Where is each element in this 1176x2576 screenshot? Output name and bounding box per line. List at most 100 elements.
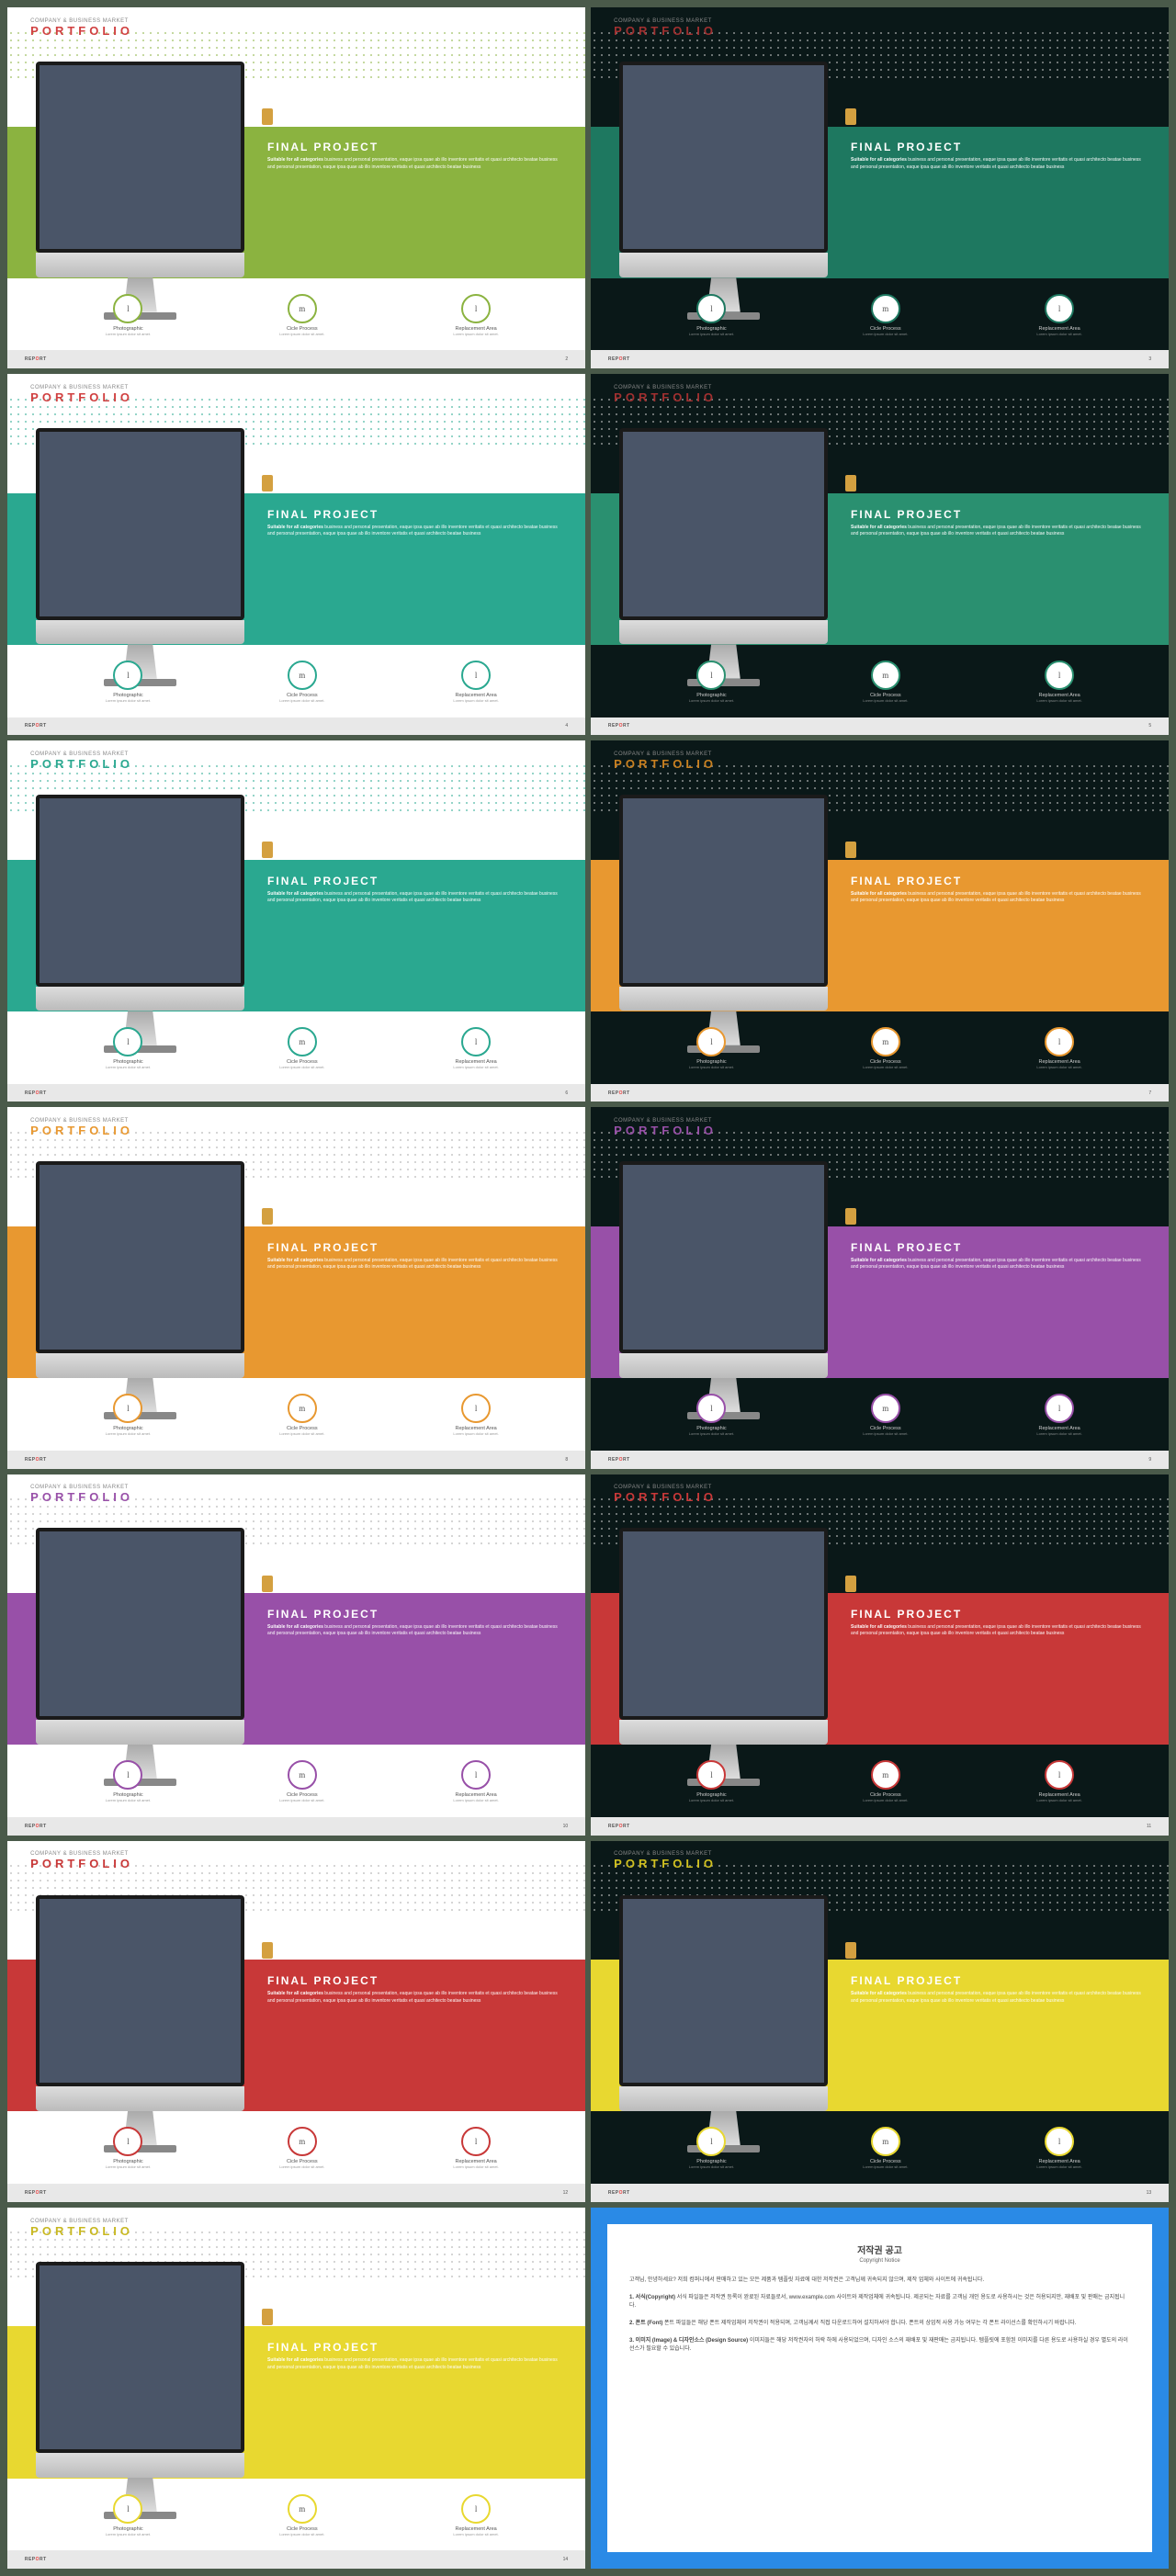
footer-brand: REPORT bbox=[608, 723, 630, 729]
slide-header: COMPANY & BUSINESS MARKET PORTFOLIO bbox=[614, 385, 717, 404]
feature-item: l Photographic Lorem ipsum dolor sit ame… bbox=[637, 1027, 786, 1069]
slide-content: FINAL PROJECT Suitable for all categorie… bbox=[267, 508, 562, 538]
award-badge-icon bbox=[845, 1942, 856, 1959]
slide-content: FINAL PROJECT Suitable for all categorie… bbox=[267, 1241, 562, 1271]
project-description: Suitable for all categories business and… bbox=[267, 1991, 562, 2005]
project-description: Suitable for all categories business and… bbox=[851, 891, 1146, 905]
feature-circle-icon: l bbox=[1045, 1760, 1074, 1790]
slide-content: FINAL PROJECT Suitable for all categorie… bbox=[851, 1241, 1146, 1271]
monitor-chin bbox=[619, 1720, 827, 1745]
feature-item: l Photographic Lorem ipsum dolor sit ame… bbox=[637, 1760, 786, 1802]
feature-sublabel: Lorem ipsum dolor sit amet. bbox=[811, 2164, 960, 2169]
slide-header: COMPANY & BUSINESS MARKET PORTFOLIO bbox=[614, 1118, 717, 1137]
footer-brand: REPORT bbox=[608, 1824, 630, 1829]
feature-item: l Photographic Lorem ipsum dolor sit ame… bbox=[637, 661, 786, 703]
company-subheader: COMPANY & BUSINESS MARKET bbox=[614, 18, 717, 24]
monitor-chin bbox=[619, 253, 827, 277]
slide-header: COMPANY & BUSINESS MARKET PORTFOLIO bbox=[614, 1485, 717, 1504]
slide-footer: REPORT 2 bbox=[7, 350, 585, 368]
feature-item: m Cicle Process Lorem ipsum dolor sit am… bbox=[811, 1394, 960, 1436]
monitor-bezel bbox=[36, 1895, 243, 2087]
monitor-bezel bbox=[619, 795, 827, 987]
feature-circles: l Photographic Lorem ipsum dolor sit ame… bbox=[637, 661, 1134, 703]
feature-item: l Replacement Area Lorem ipsum dolor sit… bbox=[985, 1394, 1134, 1436]
slide-content: FINAL PROJECT Suitable for all categorie… bbox=[267, 141, 562, 171]
feature-circle-icon: m bbox=[288, 1394, 317, 1423]
monitor-mockup bbox=[619, 1895, 827, 2141]
portfolio-slide: COMPANY & BUSINESS MARKET PORTFOLIO FINA… bbox=[591, 1474, 1169, 1836]
feature-item: l Photographic Lorem ipsum dolor sit ame… bbox=[637, 2127, 786, 2169]
monitor-chin bbox=[36, 987, 243, 1011]
notice-section-3: 3. 이미지 (Image) & 디자인소스 (Design Source) 이… bbox=[629, 2337, 1130, 2354]
feature-item: l Photographic Lorem ipsum dolor sit ame… bbox=[53, 1760, 202, 1802]
feature-sublabel: Lorem ipsum dolor sit amet. bbox=[637, 1065, 786, 1069]
feature-sublabel: Lorem ipsum dolor sit amet. bbox=[985, 2164, 1134, 2169]
monitor-mockup bbox=[36, 1528, 243, 1773]
feature-circle-icon: l bbox=[461, 2494, 491, 2524]
feature-sublabel: Lorem ipsum dolor sit amet. bbox=[53, 2532, 202, 2536]
monitor-chin bbox=[36, 2086, 243, 2111]
feature-item: m Cicle Process Lorem ipsum dolor sit am… bbox=[228, 2127, 377, 2169]
project-description: Suitable for all categories business and… bbox=[851, 157, 1146, 171]
feature-circles: l Photographic Lorem ipsum dolor sit ame… bbox=[53, 2127, 550, 2169]
monitor-mockup bbox=[36, 1161, 243, 1407]
footer-brand: REPORT bbox=[608, 356, 630, 362]
notice-section-1: 1. 서식(Copyright) 서식 파일들은 저작권 등록이 완료된 자료들… bbox=[629, 2294, 1130, 2310]
monitor-chin bbox=[619, 1353, 827, 1378]
portfolio-slide: COMPANY & BUSINESS MARKET PORTFOLIO FINA… bbox=[7, 1107, 585, 1468]
feature-item: m Cicle Process Lorem ipsum dolor sit am… bbox=[811, 294, 960, 336]
monitor-screen bbox=[40, 2265, 240, 2450]
feature-sublabel: Lorem ipsum dolor sit amet. bbox=[811, 698, 960, 703]
award-badge-icon bbox=[845, 1576, 856, 1592]
feature-circle-icon: m bbox=[871, 1394, 900, 1423]
feature-item: l Replacement Area Lorem ipsum dolor sit… bbox=[401, 661, 550, 703]
project-title: FINAL PROJECT bbox=[267, 508, 562, 521]
feature-circles: l Photographic Lorem ipsum dolor sit ame… bbox=[53, 2494, 550, 2536]
project-title: FINAL PROJECT bbox=[267, 1241, 562, 1254]
feature-sublabel: Lorem ipsum dolor sit amet. bbox=[53, 1431, 202, 1436]
company-subheader: COMPANY & BUSINESS MARKET bbox=[30, 18, 133, 24]
portfolio-title: PORTFOLIO bbox=[614, 24, 717, 38]
feature-circle-icon: m bbox=[288, 1027, 317, 1056]
monitor-mockup bbox=[36, 428, 243, 673]
feature-item: l Replacement Area Lorem ipsum dolor sit… bbox=[985, 1027, 1134, 1069]
project-description: Suitable for all categories business and… bbox=[267, 525, 562, 538]
portfolio-title: PORTFOLIO bbox=[614, 757, 717, 771]
slide-content: FINAL PROJECT Suitable for all categorie… bbox=[851, 141, 1146, 171]
monitor-chin bbox=[36, 2453, 243, 2478]
award-badge-icon bbox=[845, 108, 856, 125]
footer-brand: REPORT bbox=[25, 356, 47, 362]
feature-circle-icon: l bbox=[113, 661, 142, 690]
page-number: 10 bbox=[563, 1824, 569, 1829]
feature-item: l Photographic Lorem ipsum dolor sit ame… bbox=[53, 1027, 202, 1069]
slide-footer: REPORT 5 bbox=[591, 717, 1169, 736]
monitor-bezel bbox=[36, 795, 243, 987]
project-description: Suitable for all categories business and… bbox=[851, 1624, 1146, 1638]
portfolio-slide: COMPANY & BUSINESS MARKET PORTFOLIO FINA… bbox=[591, 374, 1169, 735]
feature-circle-icon: l bbox=[696, 294, 726, 323]
feature-item: l Photographic Lorem ipsum dolor sit ame… bbox=[637, 294, 786, 336]
project-title: FINAL PROJECT bbox=[851, 141, 1146, 153]
feature-sublabel: Lorem ipsum dolor sit amet. bbox=[228, 1065, 377, 1069]
slides-grid: COMPANY & BUSINESS MARKET PORTFOLIO FINA… bbox=[7, 7, 1169, 2569]
project-title: FINAL PROJECT bbox=[851, 875, 1146, 887]
slide-content: FINAL PROJECT Suitable for all categorie… bbox=[851, 508, 1146, 538]
monitor-mockup bbox=[36, 62, 243, 307]
feature-item: l Replacement Area Lorem ipsum dolor sit… bbox=[985, 1760, 1134, 1802]
award-badge-icon bbox=[845, 475, 856, 491]
feature-circle-icon: l bbox=[1045, 294, 1074, 323]
feature-item: l Photographic Lorem ipsum dolor sit ame… bbox=[53, 294, 202, 336]
page-number: 2 bbox=[565, 356, 568, 362]
portfolio-title: PORTFOLIO bbox=[30, 2224, 133, 2238]
feature-circle-icon: m bbox=[288, 294, 317, 323]
footer-brand: REPORT bbox=[25, 1090, 47, 1096]
feature-sublabel: Lorem ipsum dolor sit amet. bbox=[637, 698, 786, 703]
monitor-chin bbox=[619, 987, 827, 1011]
project-title: FINAL PROJECT bbox=[267, 2341, 562, 2354]
monitor-screen bbox=[623, 65, 823, 250]
project-description: Suitable for all categories business and… bbox=[851, 1258, 1146, 1271]
monitor-mockup bbox=[619, 1528, 827, 1773]
feature-circles: l Photographic Lorem ipsum dolor sit ame… bbox=[637, 1394, 1134, 1436]
feature-circle-icon: l bbox=[696, 2127, 726, 2156]
project-description: Suitable for all categories business and… bbox=[851, 525, 1146, 538]
